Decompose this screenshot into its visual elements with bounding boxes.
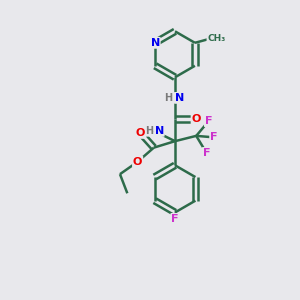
Text: F: F bbox=[203, 148, 210, 158]
Text: N: N bbox=[151, 38, 160, 48]
Text: H: H bbox=[164, 93, 172, 103]
Text: F: F bbox=[205, 116, 212, 126]
Text: F: F bbox=[171, 214, 179, 224]
Text: CH₃: CH₃ bbox=[207, 34, 226, 43]
Text: N: N bbox=[154, 126, 164, 136]
Text: O: O bbox=[133, 157, 142, 167]
Text: F: F bbox=[210, 132, 218, 142]
Text: N: N bbox=[175, 93, 184, 103]
Text: O: O bbox=[136, 128, 145, 138]
Text: O: O bbox=[191, 114, 201, 124]
Text: H: H bbox=[145, 126, 153, 136]
